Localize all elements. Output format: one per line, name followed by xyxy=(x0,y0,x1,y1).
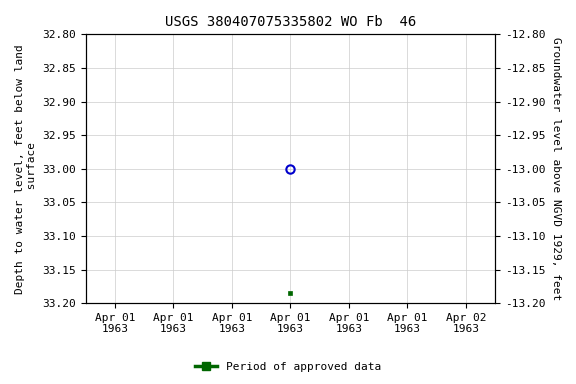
Title: USGS 380407075335802 WO Fb  46: USGS 380407075335802 WO Fb 46 xyxy=(165,15,416,29)
Y-axis label: Depth to water level, feet below land
 surface: Depth to water level, feet below land su… xyxy=(15,44,37,294)
Legend: Period of approved data: Period of approved data xyxy=(191,358,385,377)
Y-axis label: Groundwater level above NGVD 1929, feet: Groundwater level above NGVD 1929, feet xyxy=(551,37,561,300)
